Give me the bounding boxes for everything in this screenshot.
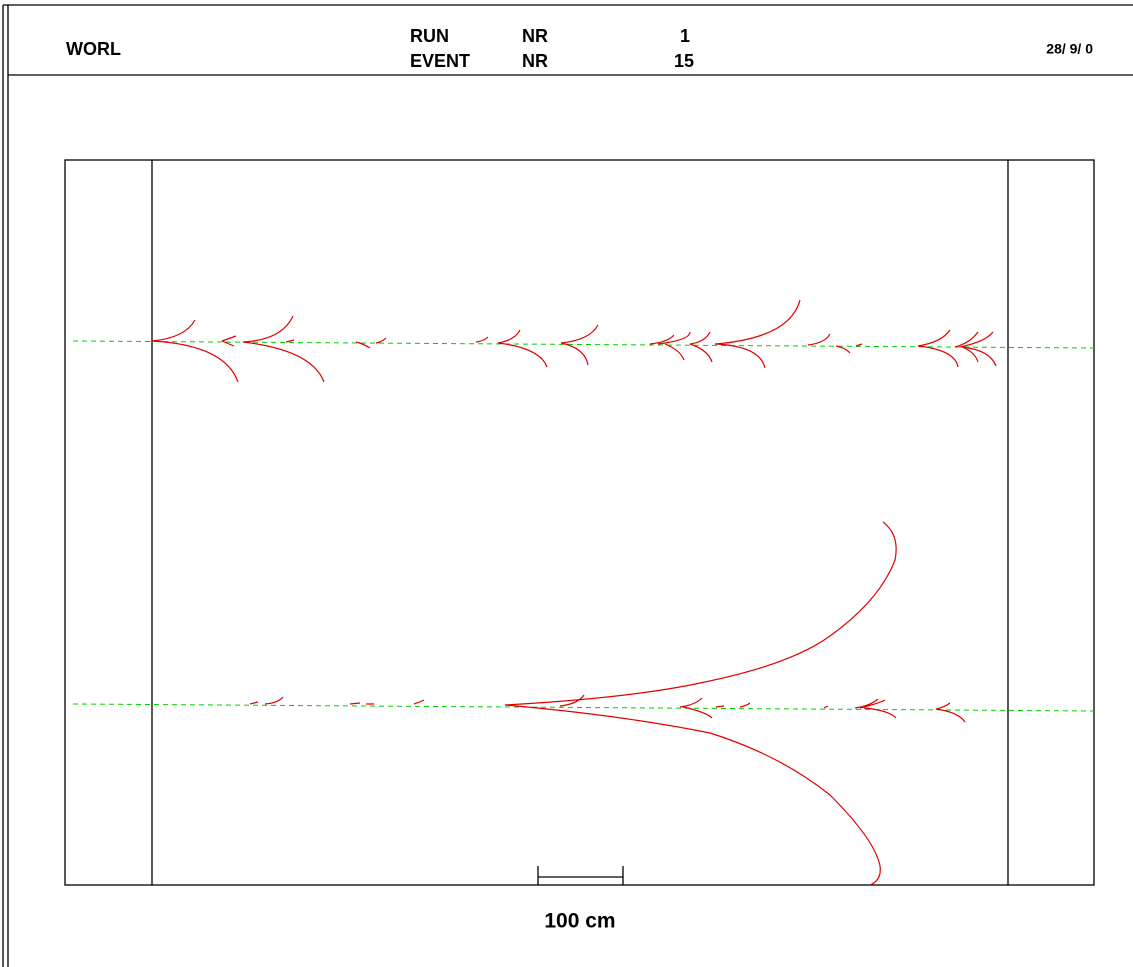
run-label: RUN	[410, 26, 449, 46]
title: WORL	[66, 39, 121, 59]
event-label: EVENT	[410, 51, 470, 71]
scale-bar	[537, 866, 624, 885]
event-number: 15	[674, 51, 694, 71]
tracks-lower	[249, 521, 966, 886]
detector-frame	[64, 159, 1095, 886]
tracks-upper	[151, 299, 997, 383]
event-nr-label: NR	[522, 51, 548, 71]
page-border	[2, 4, 1133, 967]
beam-lines	[72, 340, 1095, 712]
run-number: 1	[680, 26, 690, 46]
run-nr-label: NR	[522, 26, 548, 46]
date: 28/ 9/ 0	[1046, 41, 1093, 57]
scale-label: 100 cm	[544, 910, 615, 933]
